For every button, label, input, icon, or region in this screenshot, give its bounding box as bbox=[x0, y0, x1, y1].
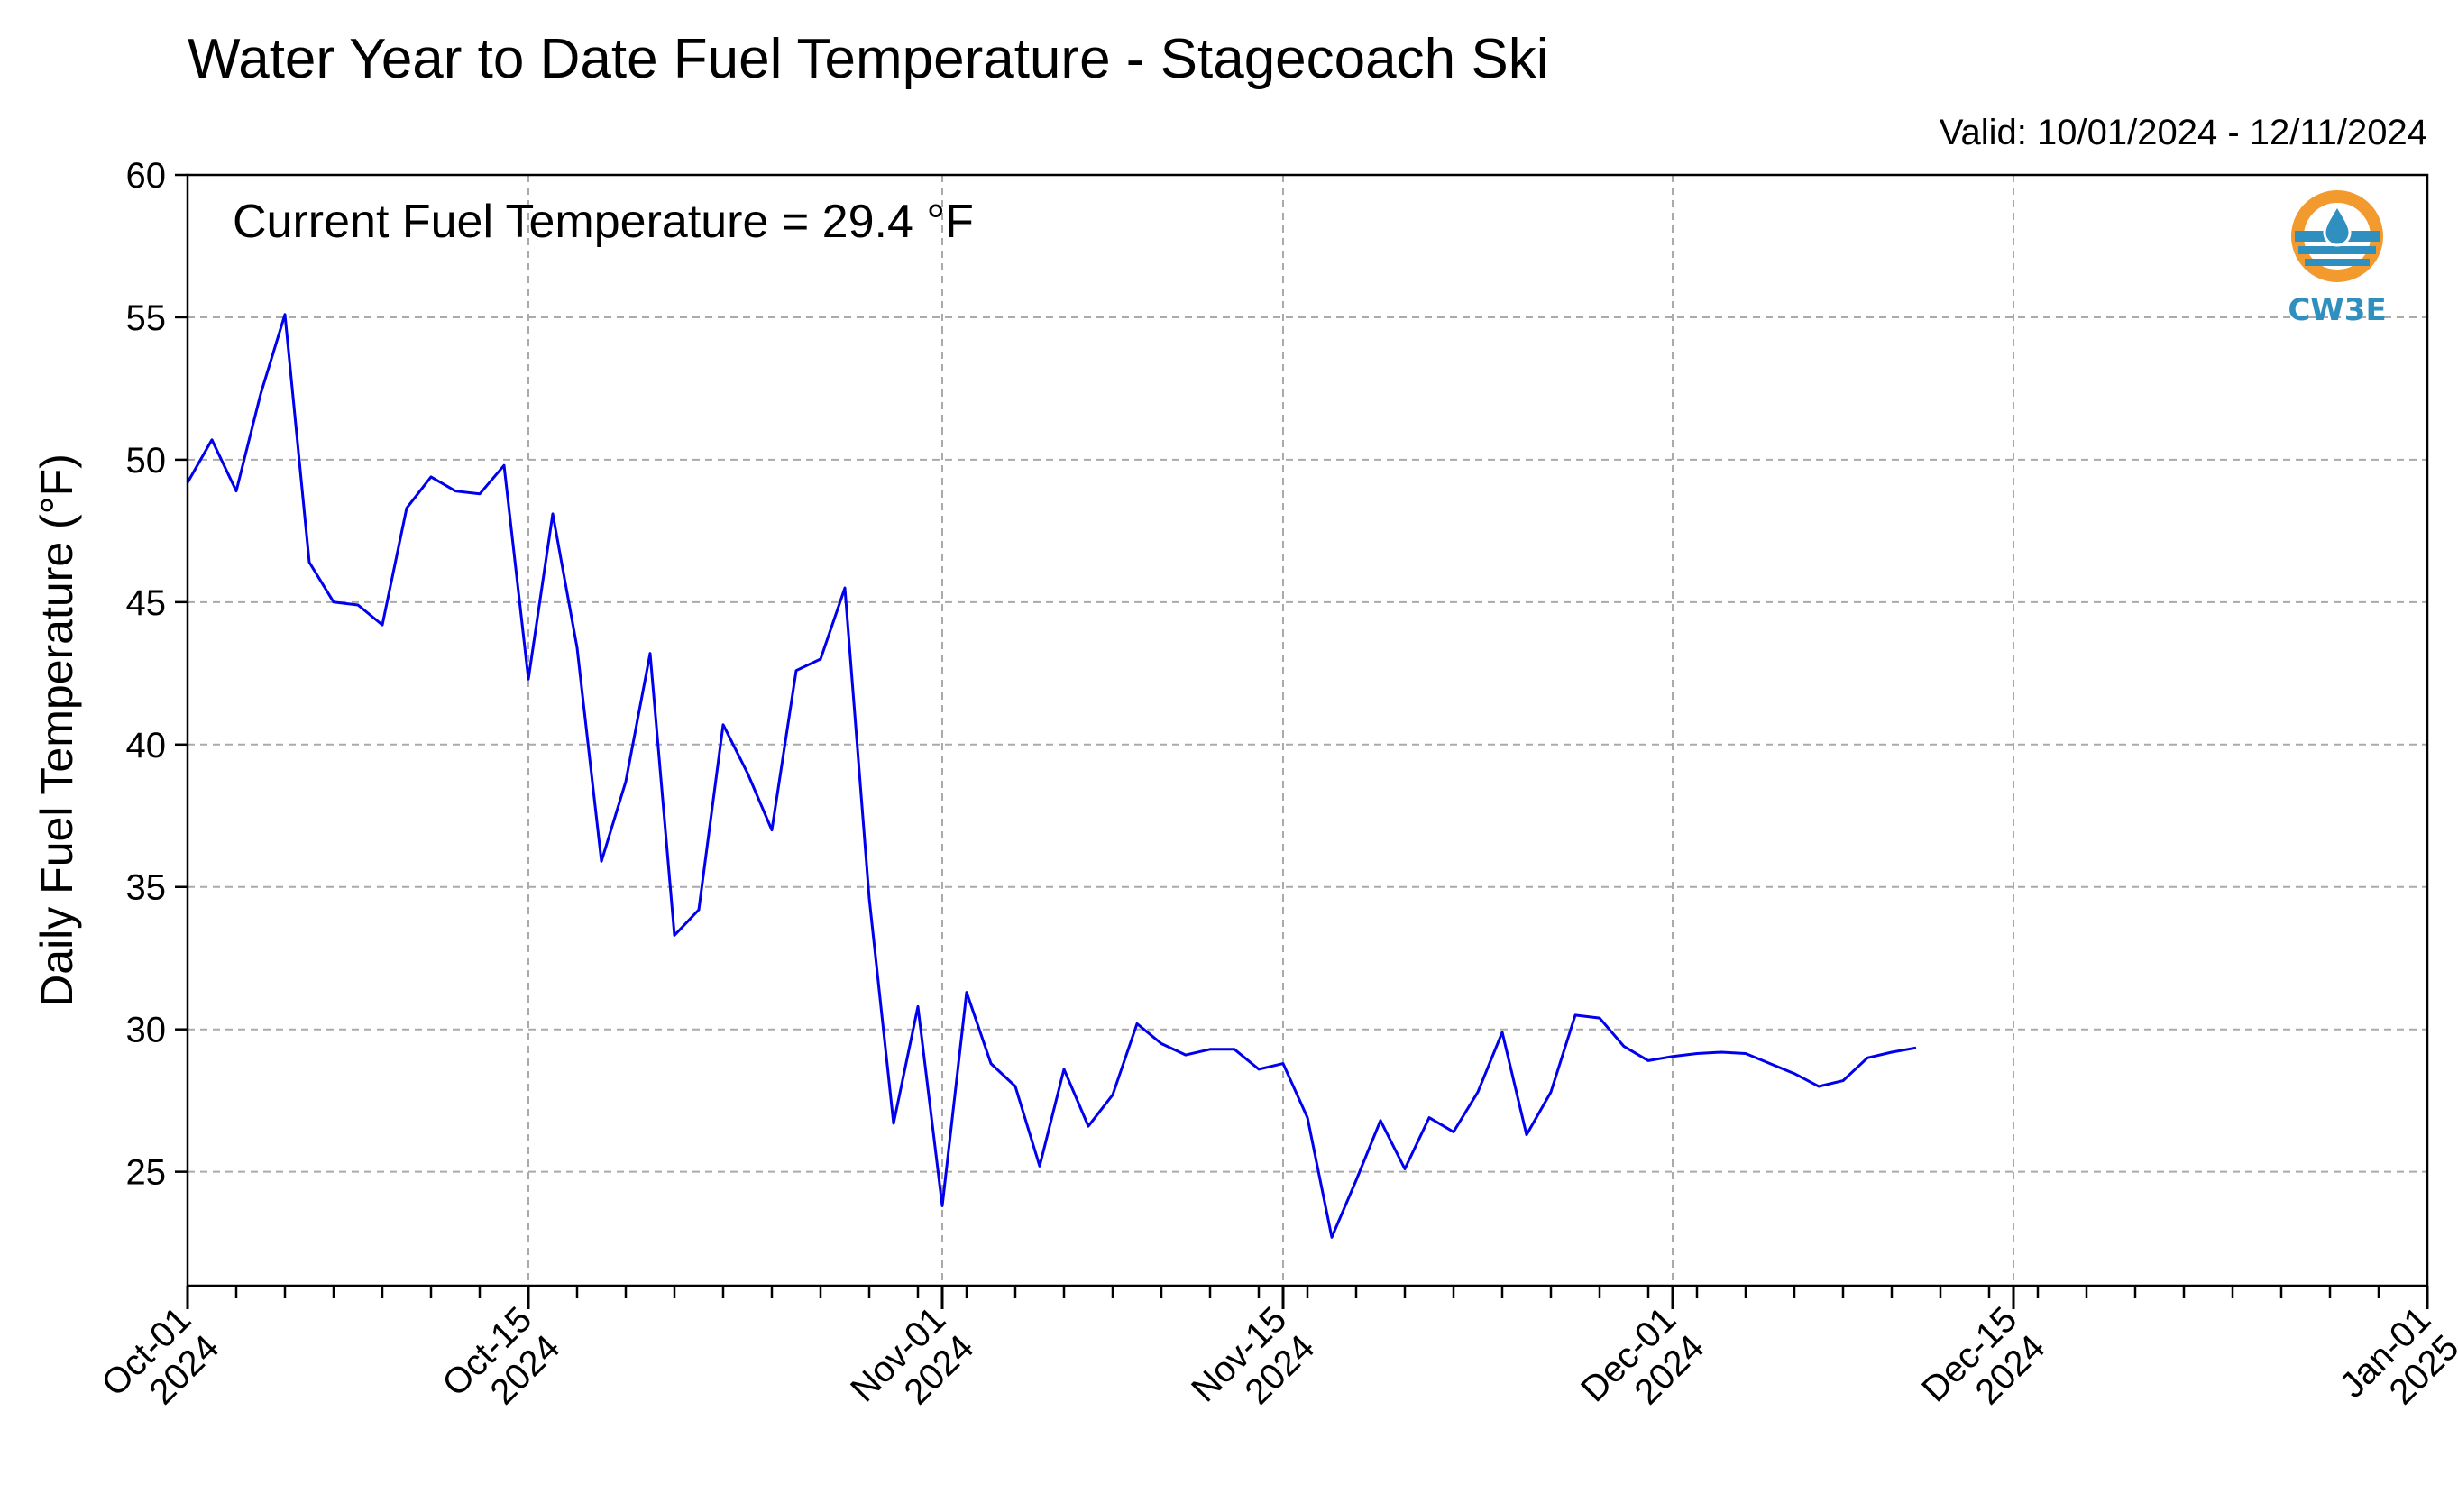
logo-water-3 bbox=[2305, 259, 2370, 266]
y-axis: 25 30 35 40 45 50 55 60 bbox=[126, 156, 188, 1193]
y-tick-label: 50 bbox=[126, 441, 167, 481]
chart-title: Water Year to Date Fuel Temperature - St… bbox=[188, 28, 1548, 90]
y-axis-label: Daily Fuel Temperature (°F) bbox=[32, 454, 82, 1007]
fuel-temperature-line bbox=[186, 313, 1917, 1239]
y-tick-label: 45 bbox=[126, 583, 167, 623]
plot-frame bbox=[186, 173, 2429, 1287]
y-tick-label: 40 bbox=[126, 726, 167, 765]
y-tick-label: 35 bbox=[126, 868, 167, 908]
logo-water-2 bbox=[2298, 246, 2376, 254]
y-tick-label: 55 bbox=[126, 298, 167, 338]
chart-subtitle: Valid: 10/01/2024 - 12/11/2024 bbox=[1940, 113, 2427, 152]
y-tick-label: 60 bbox=[126, 156, 167, 196]
logo-text: CW3E bbox=[2288, 292, 2386, 328]
y-tick-label: 30 bbox=[126, 1011, 167, 1050]
cw3e-logo: CW3E bbox=[2288, 190, 2387, 328]
y-tick-label: 25 bbox=[126, 1153, 167, 1193]
current-value-annotation: Current Fuel Temperature = 29.4 °F bbox=[233, 196, 974, 248]
water-drop-icon bbox=[2323, 202, 2352, 247]
